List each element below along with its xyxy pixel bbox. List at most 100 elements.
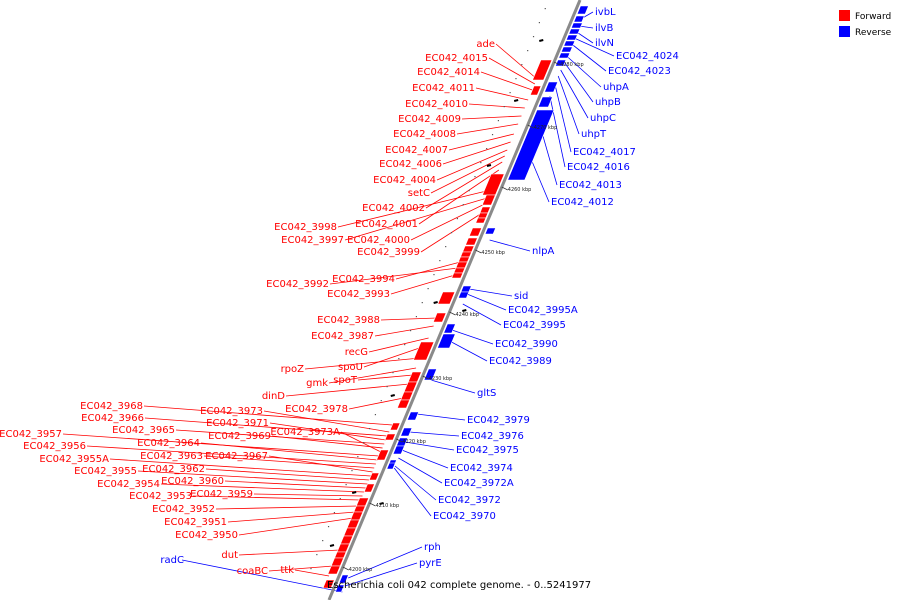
forward-gene-feature bbox=[432, 312, 447, 323]
gene-label-gmk: gmk bbox=[306, 378, 328, 389]
gene-label-recg: recG bbox=[345, 347, 368, 358]
gene-label-ec042-3992: EC042_3992 bbox=[266, 279, 329, 290]
leader-line-reverse bbox=[394, 465, 437, 501]
gene-label-ec042-3990: EC042_3990 bbox=[495, 339, 558, 350]
leader-line-forward bbox=[328, 367, 417, 384]
track-dot bbox=[380, 400, 382, 402]
leader-line-forward bbox=[160, 483, 365, 493]
gene-label-ec042-3959: EC042_3959 bbox=[190, 489, 253, 500]
gene-label-ec042-4000: EC042_4000 bbox=[347, 235, 410, 246]
gene-label-ec042-4001: EC042_4001 bbox=[355, 219, 418, 230]
track-dot bbox=[439, 260, 441, 262]
leader-line-reverse bbox=[582, 11, 594, 19]
leader-line-forward bbox=[203, 455, 375, 469]
leader-line-reverse bbox=[563, 61, 594, 103]
gene-label-dind: dinD bbox=[262, 391, 285, 402]
leader-line-forward bbox=[227, 511, 356, 523]
leader-line-reverse bbox=[430, 379, 476, 394]
forward-gene-feature bbox=[477, 212, 489, 219]
kbp-tick-mark bbox=[422, 375, 429, 380]
leader-line-reverse bbox=[549, 95, 566, 168]
forward-gene-feature bbox=[479, 206, 491, 214]
forward-gene-feature bbox=[346, 519, 360, 529]
leader-line-forward bbox=[442, 141, 511, 165]
gene-label-ilvn: ilvN bbox=[595, 38, 614, 49]
leader-line-reverse bbox=[462, 303, 502, 326]
reverse-gene-feature bbox=[560, 46, 573, 53]
kbp-tick-mark bbox=[449, 311, 456, 316]
gene-label-ec042-4023: EC042_4023 bbox=[608, 66, 671, 77]
gene-label-nlpa: nlpA bbox=[532, 246, 554, 257]
forward-gene-feature bbox=[460, 251, 473, 258]
gene-label-ec042-3952: EC042_3952 bbox=[152, 504, 215, 515]
track-dash bbox=[329, 544, 335, 547]
track-dot bbox=[363, 442, 365, 444]
track-dot bbox=[310, 568, 312, 570]
track-dash bbox=[513, 99, 519, 102]
track-dot bbox=[386, 386, 388, 388]
leader-line-reverse bbox=[560, 69, 589, 119]
gene-label-rpoz: rpoZ bbox=[281, 364, 305, 375]
forward-gene-feature bbox=[481, 173, 505, 196]
leader-line-forward bbox=[436, 149, 508, 181]
track-dot bbox=[339, 498, 341, 500]
track-dot bbox=[404, 344, 406, 346]
reverse-gene-feature bbox=[554, 59, 567, 67]
track-dot bbox=[456, 218, 459, 220]
leader-line-forward bbox=[368, 337, 429, 353]
leader-line-reverse bbox=[409, 431, 460, 437]
forward-gene-feature bbox=[336, 543, 350, 553]
gene-label-ec042-3965: EC042_3965 bbox=[112, 425, 175, 436]
gene-label-ec042-4014: EC042_4014 bbox=[417, 67, 480, 78]
forward-gene-feature bbox=[465, 237, 478, 246]
forward-gene-feature bbox=[389, 422, 401, 431]
gene-label-ec042-3987: EC042_3987 bbox=[311, 331, 374, 342]
gene-label-ec042-4015: EC042_4015 bbox=[425, 53, 488, 64]
leader-line-reverse bbox=[571, 43, 607, 72]
leader-line-forward bbox=[495, 43, 538, 80]
track-dot bbox=[538, 22, 540, 24]
leader-line-forward bbox=[329, 267, 458, 285]
forward-gene-feature bbox=[412, 341, 435, 361]
gene-label-ec042-3972a: EC042_3972A bbox=[444, 478, 514, 489]
gene-label-ec042-3957: EC042_3957 bbox=[0, 429, 62, 440]
kbp-tick-mark bbox=[501, 186, 508, 191]
legend-reverse-swatch bbox=[839, 26, 850, 37]
forward-gene-feature bbox=[384, 433, 396, 441]
leader-line-forward bbox=[456, 123, 519, 135]
forward-gene-feature bbox=[396, 399, 411, 409]
gene-label-ec042-4012: EC042_4012 bbox=[551, 197, 614, 208]
gene-labels: ade EC042_4015 EC042_4014 EC042_4011 EC042_4… bbox=[0, 7, 679, 577]
kbp-ticks: 4200 kbp 4210 kbp 4220 kbp 4230 kbp 4240 kbp… bbox=[342, 61, 584, 573]
gene-label-ec042-3997: EC042_3997 bbox=[281, 235, 344, 246]
gene-label-ec042-3974: EC042_3974 bbox=[450, 463, 513, 474]
forward-gene-feature bbox=[481, 194, 496, 206]
leader-line-forward bbox=[144, 417, 388, 437]
leader-line-forward bbox=[448, 133, 515, 151]
leader-line-forward bbox=[357, 374, 414, 381]
legend-reverse-label: Reverse bbox=[855, 28, 892, 38]
legend-forward-swatch bbox=[839, 10, 850, 21]
leader-line-forward bbox=[468, 103, 525, 109]
kbp-tick-mark bbox=[342, 566, 349, 571]
leader-line-forward bbox=[488, 57, 536, 85]
gene-label-ec042-3955: EC042_3955 bbox=[74, 466, 137, 477]
track-dot bbox=[462, 204, 464, 206]
leader-line-forward bbox=[268, 455, 373, 473]
leader-line-forward bbox=[86, 445, 376, 465]
leader-line-forward bbox=[109, 458, 371, 477]
leader-line-reverse bbox=[451, 329, 494, 345]
gene-label-ec042-3978: EC042_3978 bbox=[285, 404, 348, 415]
leader-line-forward bbox=[285, 383, 410, 397]
leader-line-forward bbox=[294, 569, 330, 577]
leader-line-forward bbox=[340, 431, 382, 453]
track-dot bbox=[491, 134, 494, 136]
forward-gene-feature bbox=[437, 291, 456, 305]
gene-label-ec042-3966: EC042_3966 bbox=[81, 413, 144, 424]
reverse-gene-feature bbox=[558, 52, 571, 59]
leader-line-forward bbox=[215, 505, 359, 510]
kbp-tick-mark bbox=[475, 249, 482, 254]
gene-label-ec042-3976: EC042_3976 bbox=[461, 431, 524, 442]
track-dot bbox=[333, 512, 336, 514]
